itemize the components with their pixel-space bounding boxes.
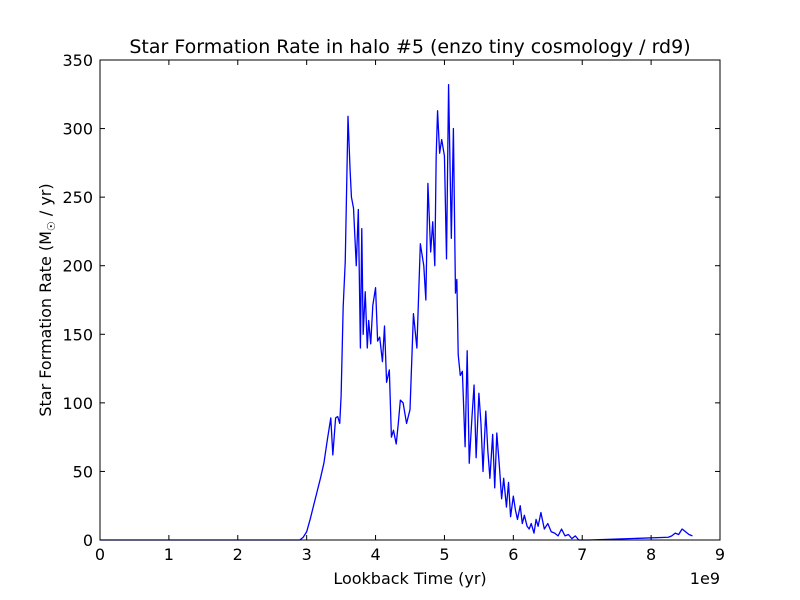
x-axis: 0 1 2 3 4 5 6 7 8 9 xyxy=(95,60,725,564)
x-axis-label: Lookback Time (yr) xyxy=(333,569,486,588)
y-axis: 0 50 100 150 200 250 300 350 xyxy=(62,51,720,550)
plot-area xyxy=(100,84,693,541)
y-axis-label-sub: ☉ xyxy=(45,221,58,231)
x-tick-label: 5 xyxy=(439,545,449,564)
x-tick-label: 1 xyxy=(164,545,174,564)
x-tick-label: 9 xyxy=(715,545,725,564)
y-tick-label: 50 xyxy=(73,462,93,481)
y-tick-label: 350 xyxy=(62,51,93,70)
y-tick-label: 300 xyxy=(62,120,93,139)
y-axis-label: Star Formation Rate (M☉ / yr) xyxy=(36,183,58,416)
x-tick-label: 6 xyxy=(508,545,518,564)
x-axis-offset-label: 1e9 xyxy=(690,569,720,588)
x-tick-label: 7 xyxy=(577,545,587,564)
y-tick-label: 250 xyxy=(62,188,93,207)
x-tick-label: 8 xyxy=(646,545,656,564)
x-tick-label: 4 xyxy=(370,545,380,564)
x-tick-label: 2 xyxy=(233,545,243,564)
y-tick-label: 0 xyxy=(83,531,93,550)
y-tick-label: 100 xyxy=(62,394,93,413)
x-tick-label: 3 xyxy=(302,545,312,564)
chart-title: Star Formation Rate in halo #5 (enzo tin… xyxy=(129,36,690,58)
y-axis-label-end: / yr) xyxy=(36,183,55,221)
series-line-0 xyxy=(100,84,693,541)
plot-frame xyxy=(99,59,721,541)
y-tick-label: 200 xyxy=(62,257,93,276)
y-tick-label: 150 xyxy=(62,325,93,344)
x-tick-label: 0 xyxy=(95,545,105,564)
y-axis-label-main: Star Formation Rate (M xyxy=(36,231,55,417)
